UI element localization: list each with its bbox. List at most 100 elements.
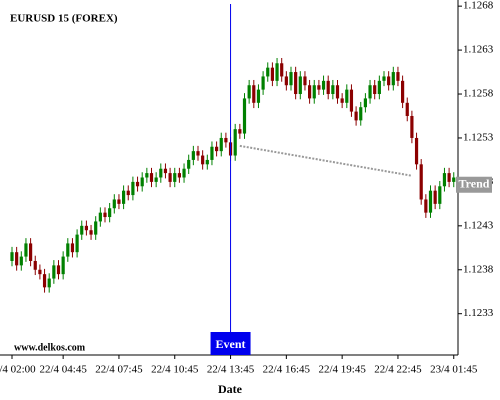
candle-body [238,129,242,134]
candle-body [233,129,237,156]
candle-body [201,155,205,165]
candle-body [191,151,195,160]
y-tick-label: 1.1238 [463,263,494,275]
candle-body [340,98,344,103]
candle-body [414,137,419,165]
candle-body [84,225,88,231]
y-tick-label: 1.1263 [463,44,494,56]
candle-body [61,256,65,275]
plot-area [10,57,456,293]
candle-body [24,243,28,257]
candle-body [108,208,112,218]
candle-body [182,168,186,178]
candle-body [19,256,23,266]
candle-body [112,199,116,209]
candle-body [326,80,330,95]
candle-body [275,63,279,81]
candle-body [433,190,437,204]
candle-body [303,76,307,86]
candle-body [377,80,381,95]
y-tick-label: 1.1233 [463,307,494,319]
candle-body [154,177,158,182]
candle-body [163,168,168,174]
candle-body [396,72,400,81]
candle-body [280,63,284,77]
candle-body [135,181,140,187]
x-tick-label: 22/4 22:45 [374,364,422,376]
event-label: Event [216,337,246,351]
candle-body [312,85,316,99]
candle-body [321,80,326,90]
candle-body [70,243,75,253]
candle-body [289,72,293,86]
candle-body [391,72,395,86]
candle-body [410,115,414,138]
candle-body [131,181,135,196]
candle-body [205,159,209,165]
candle-body [94,221,98,235]
candle-body [405,102,409,116]
y-tick-label: 1.1268 [463,0,494,12]
candle-body [363,98,367,108]
candle-body [382,76,386,81]
trend-label: Trend [459,176,490,190]
candle-body [149,173,154,182]
candle-body [168,173,172,182]
candle-body [29,243,33,261]
candle-body [298,76,302,95]
candle-body [252,85,256,103]
candle-body [270,67,274,81]
candle-body [122,190,126,204]
candle-body [387,76,391,86]
candle-body [261,76,265,90]
y-tick-label: 1.1243 [463,219,494,231]
x-tick-label: 22/4 07:45 [95,364,143,376]
candle-body [359,107,363,121]
candle-body [187,159,191,169]
candle-body [373,85,377,95]
candle-body [159,168,163,178]
candle-body [47,278,51,288]
candle-body [317,85,321,90]
event-box [210,332,251,355]
candle-body [56,265,61,275]
candle-body [452,177,456,182]
candle-body [117,199,121,204]
candle-body [145,173,149,178]
candle-body [335,85,340,99]
candle-body [177,173,181,178]
candle-body [52,265,56,279]
candle-body [75,234,79,253]
x-tick-label: 22/4 10:45 [151,364,199,376]
candle-body [173,173,177,182]
candle-body [354,111,358,121]
candle-body [331,85,335,95]
x-tick-label: 23/4 01:45 [430,364,478,376]
candle-body [219,137,223,152]
candle-body [210,146,214,160]
watermark: www.delkos.com [14,342,86,353]
x-axis-title: Date [218,382,243,396]
candle-body [126,190,130,196]
candle-body [438,186,442,204]
chart-title: EURUSD 15 (FOREX) [10,13,118,25]
candle-body [349,89,354,112]
candle-body [80,225,84,235]
candle-body [447,173,451,182]
candle-body [368,85,372,99]
x-tick-label: 22/4 16:45 [263,364,311,376]
candle-body [10,252,14,261]
candle-body [401,80,405,103]
candle-body [103,212,107,218]
candle-body [196,151,200,156]
candle-body [442,173,447,187]
y-tick-label: 1.1258 [463,88,494,100]
candle-body [266,67,270,77]
candle-body [224,137,228,143]
candle-body [89,230,93,235]
candle-body [424,199,428,213]
x-tick-label: 22/4 04:45 [39,364,87,376]
candle-body [66,243,70,257]
x-tick-label: 22/4 19:45 [318,364,366,376]
